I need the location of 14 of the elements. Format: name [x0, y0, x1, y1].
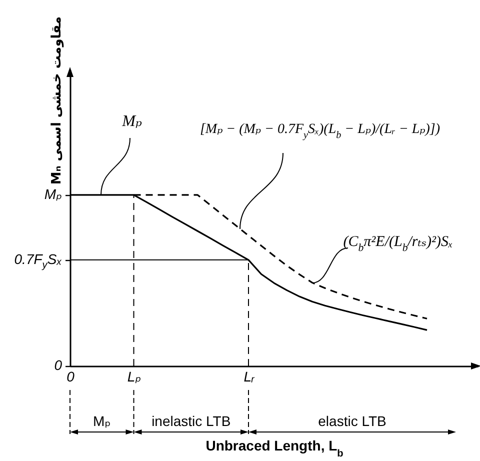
- x-tick-label: 0: [66, 368, 75, 384]
- text: inelastic LTB: [152, 412, 231, 429]
- x-axis-title: Unbraced Length, L$_{b}$: [206, 438, 344, 459]
- text: 0: [54, 356, 62, 373]
- text: Mₚ: [44, 186, 62, 202]
- text: [Mₚ − (Mₚ − 0.7F$_{y}$Sₓ)(L$_{b}$ − Lₚ)/(Lᵣ − Lₚ)]): [200, 122, 440, 141]
- text: Mₚ: [93, 412, 111, 429]
- x-tick-label: Lᵣ: [244, 368, 256, 384]
- x-tick-label: Lₚ: [127, 368, 142, 384]
- ref-line-label: 0.7F$_{y}$Sₓ: [14, 250, 62, 272]
- y-axis-title: مقاومت خمشی اسمی Mₙ: [50, 16, 64, 185]
- text: elastic LTB: [318, 412, 386, 429]
- annotation: (C$_{b}$π²E/(L$_{b}$/rₜₛ)²)Sₓ: [343, 234, 453, 254]
- text: Mₚ: [121, 112, 142, 130]
